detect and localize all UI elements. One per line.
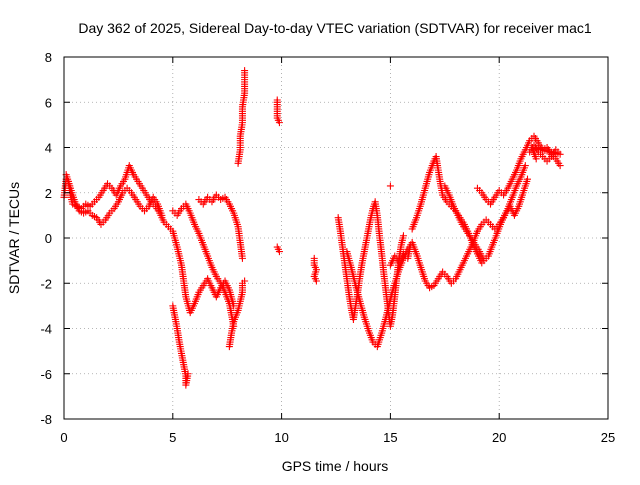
x-tick-label: 25 xyxy=(601,430,615,445)
series-track-i xyxy=(310,254,320,285)
data-point xyxy=(241,67,249,75)
chart-title: Day 362 of 2025, Sidereal Day-to-day VTE… xyxy=(78,20,591,36)
data-point xyxy=(523,175,531,183)
series-track-j xyxy=(334,198,407,330)
data-point xyxy=(158,211,166,219)
data-point xyxy=(556,162,564,170)
series-track-b xyxy=(62,171,166,228)
y-axis-label: SDTVAR / TECUs xyxy=(6,182,22,294)
x-tick-label: 10 xyxy=(274,430,288,445)
y-tick-label: 0 xyxy=(45,231,52,246)
data-points xyxy=(60,67,564,389)
data-point xyxy=(184,370,192,378)
series-track-m xyxy=(441,175,531,265)
series-track-f xyxy=(225,277,249,351)
y-tick-label: 4 xyxy=(45,141,52,156)
y-tick-label: 8 xyxy=(45,50,52,65)
series-track-k xyxy=(343,162,529,351)
data-point xyxy=(386,182,394,190)
series-track-a xyxy=(60,162,238,317)
series-track-l xyxy=(386,153,486,269)
data-point xyxy=(406,243,414,251)
y-tick-label: 6 xyxy=(45,95,52,110)
series-track-g xyxy=(234,67,249,167)
data-point xyxy=(275,248,283,256)
series-track-c xyxy=(169,200,238,330)
data-point xyxy=(312,277,320,285)
y-tick-label: 2 xyxy=(45,186,52,201)
y-tick-label: -6 xyxy=(40,367,52,382)
plot-frame xyxy=(63,56,609,420)
axes: 0 5 10 15 20 25 -8 -6 -4 -2 0 2 4 6 8 xyxy=(40,50,615,445)
x-tick-label: 15 xyxy=(383,430,397,445)
y-tick-label: -8 xyxy=(40,412,52,427)
x-tick-label: 5 xyxy=(169,430,176,445)
data-point xyxy=(238,254,246,262)
x-tick-label: 0 xyxy=(60,430,67,445)
data-point xyxy=(275,119,283,127)
data-point xyxy=(399,232,407,240)
data-point xyxy=(532,155,540,163)
grid-lines xyxy=(64,57,608,419)
series-track-o xyxy=(526,141,564,165)
series-track-h xyxy=(273,96,283,256)
data-point xyxy=(241,277,249,285)
series-track-n xyxy=(473,132,564,208)
series-track-e xyxy=(169,302,192,389)
series-track-d xyxy=(195,191,246,262)
y-tick-label: -4 xyxy=(40,322,52,337)
data-point xyxy=(521,162,529,170)
x-axis-label: GPS time / hours xyxy=(282,458,389,474)
x-tick-label: 20 xyxy=(492,430,506,445)
y-tick-label: -2 xyxy=(40,276,52,291)
